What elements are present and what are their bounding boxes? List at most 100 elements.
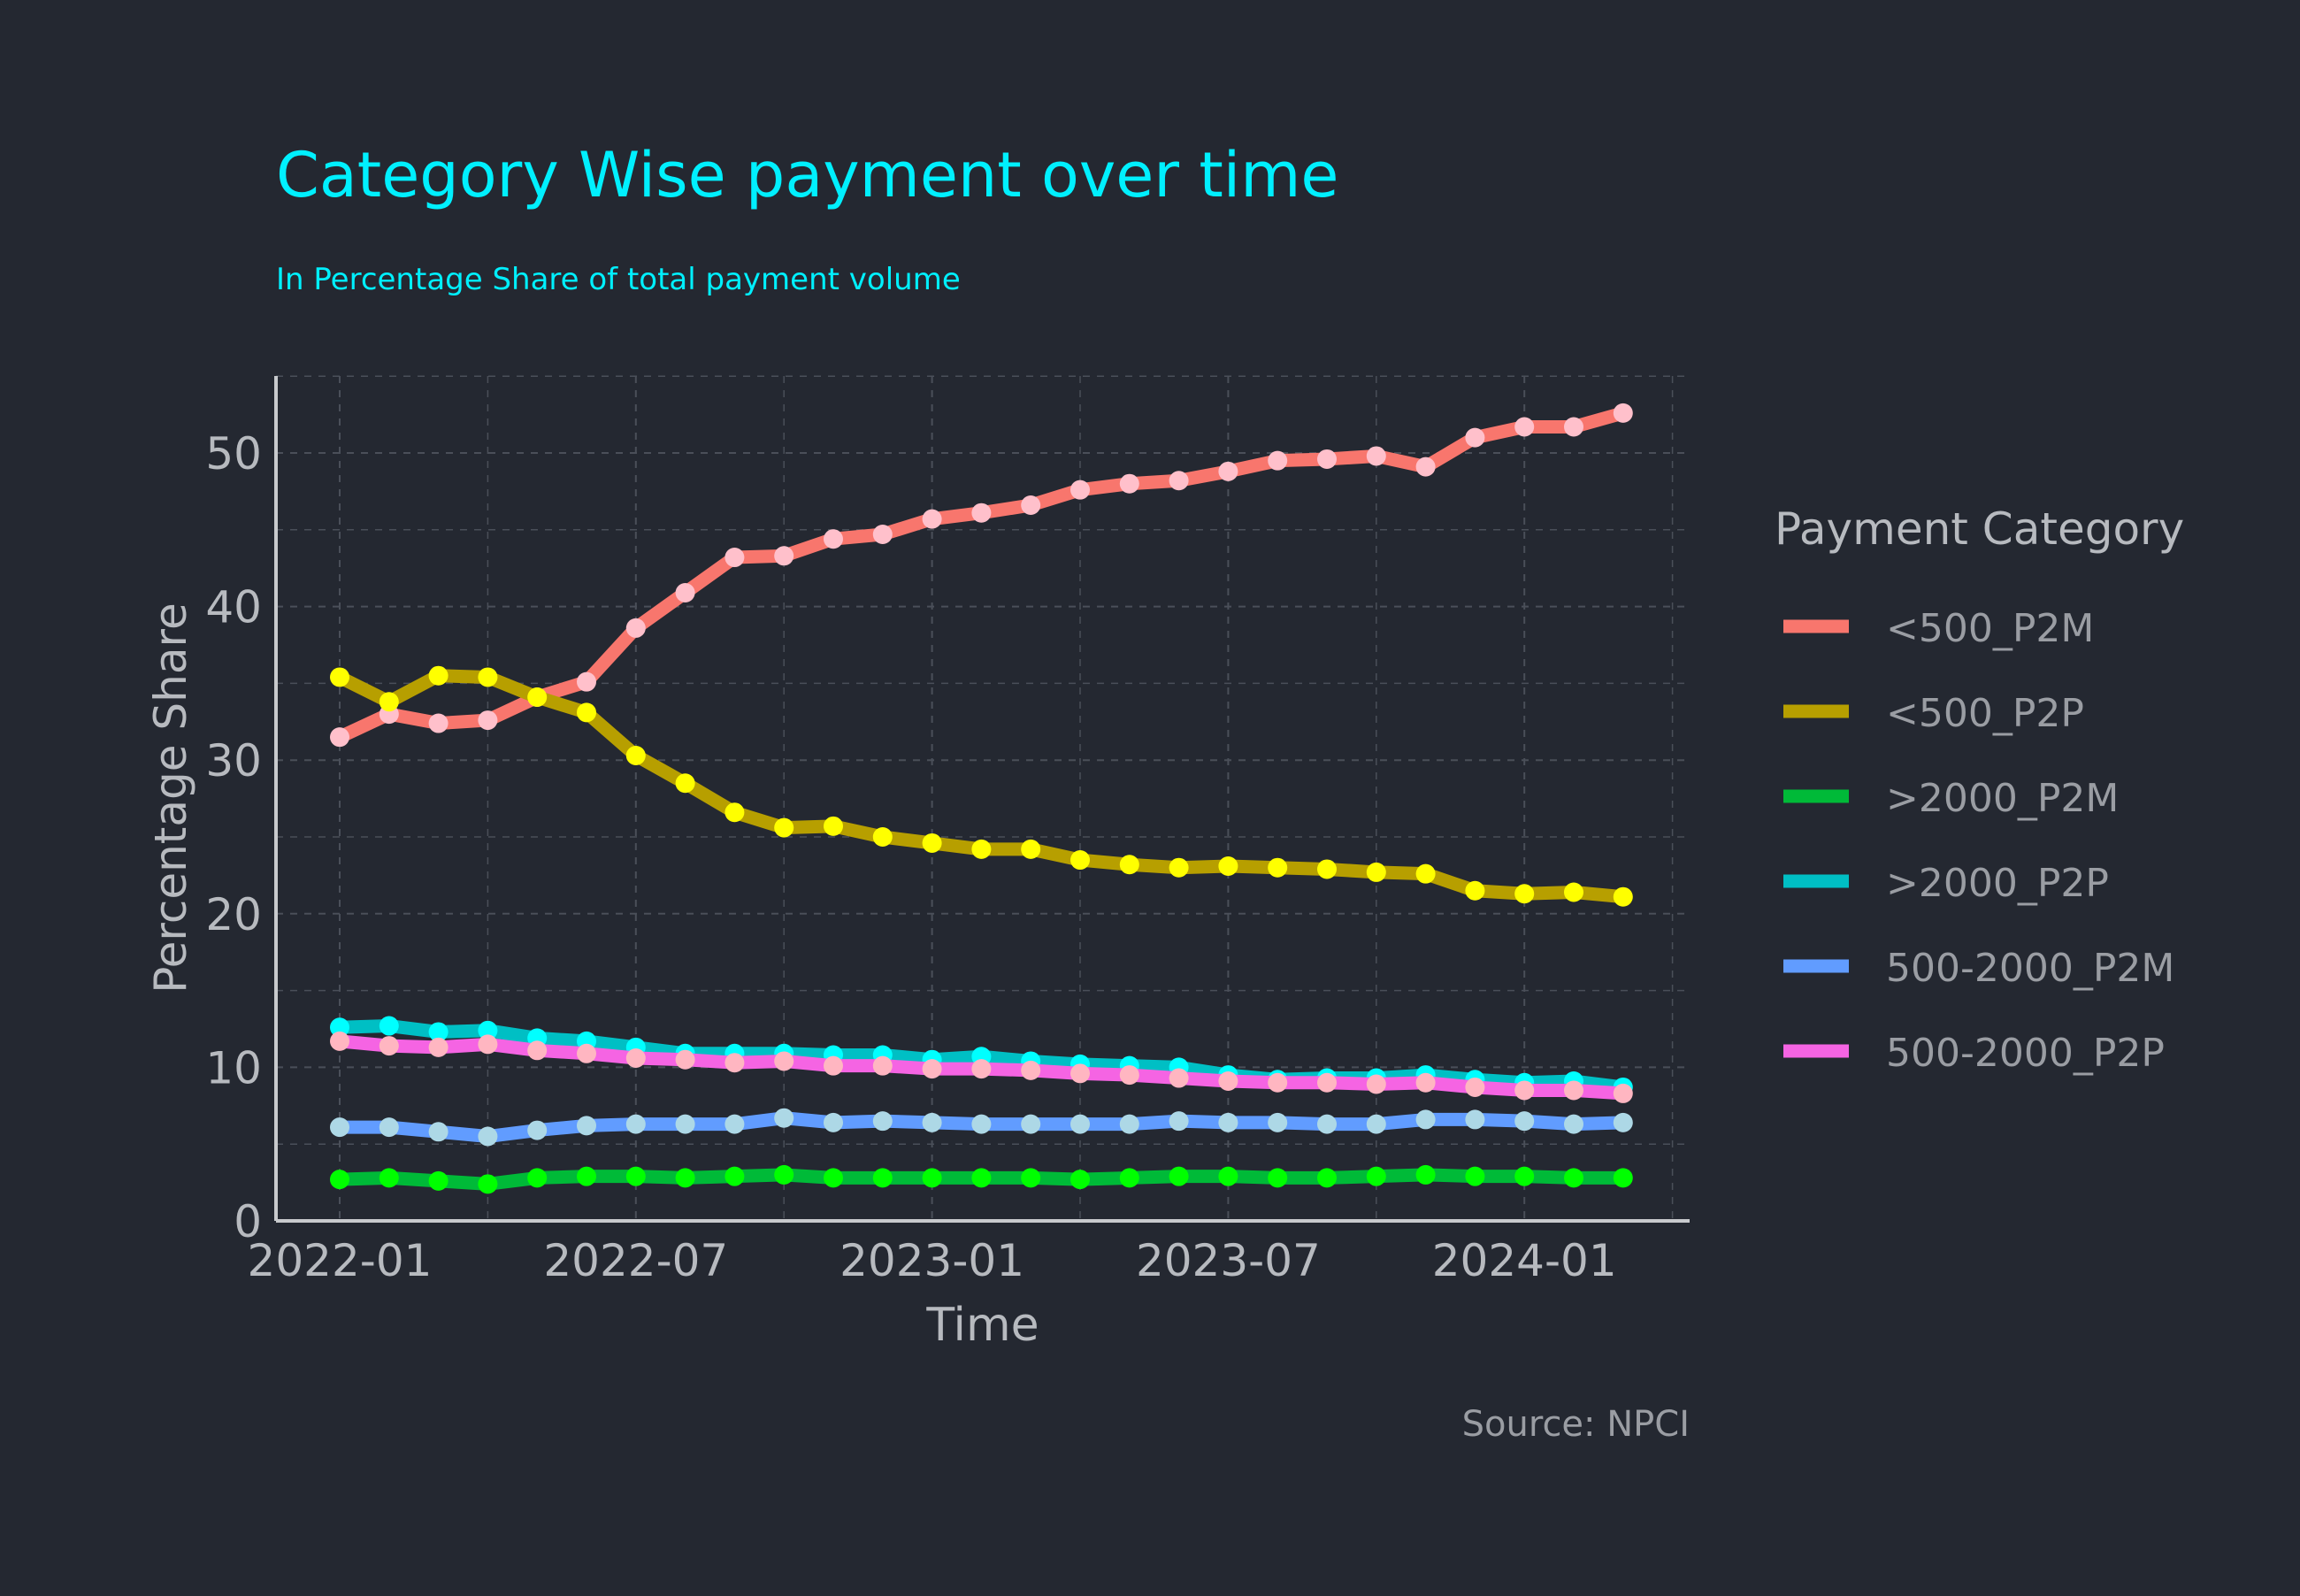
x-tick-label: 2023-07	[1136, 1235, 1321, 1286]
data-point	[1366, 1074, 1386, 1094]
data-point	[922, 833, 942, 853]
data-point	[330, 667, 349, 687]
data-point	[577, 1166, 596, 1186]
data-point	[428, 1037, 448, 1057]
data-point	[824, 1168, 843, 1188]
data-point	[1415, 1109, 1436, 1130]
data-point	[1317, 859, 1337, 879]
data-point	[1218, 856, 1238, 876]
data-point	[625, 745, 646, 765]
data-point	[922, 1059, 942, 1079]
data-point	[428, 1170, 448, 1191]
data-point	[625, 1114, 646, 1134]
data-point	[625, 1047, 646, 1068]
data-point	[922, 509, 942, 529]
data-point	[527, 1120, 548, 1140]
data-point	[1169, 1166, 1189, 1186]
data-point	[1070, 850, 1090, 871]
data-point	[478, 667, 498, 687]
data-point	[625, 1166, 646, 1186]
data-point	[1465, 427, 1485, 448]
data-point	[1021, 1114, 1041, 1134]
data-point	[1070, 480, 1090, 500]
data-point	[478, 1174, 498, 1194]
data-point	[1366, 1166, 1386, 1186]
data-point	[428, 665, 448, 686]
data-point	[774, 1108, 794, 1128]
data-point	[428, 1122, 448, 1142]
data-point	[330, 1117, 349, 1138]
data-point	[1564, 1114, 1583, 1134]
x-tick-label: 2023-01	[840, 1235, 1024, 1286]
data-point	[872, 1055, 893, 1076]
data-point	[527, 1040, 548, 1061]
y-tick-label: 50	[205, 428, 262, 480]
axes	[274, 376, 1690, 1223]
data-point	[675, 1114, 695, 1134]
data-point	[1366, 1114, 1386, 1134]
data-point	[724, 1166, 745, 1186]
data-point	[971, 1114, 992, 1134]
data-point	[724, 1053, 745, 1073]
data-point	[971, 1168, 992, 1188]
data-point	[577, 1116, 596, 1136]
data-point	[872, 1111, 893, 1132]
data-point	[872, 1168, 893, 1188]
data-point	[675, 773, 695, 794]
data-point	[1119, 473, 1139, 494]
chart-subtitle: In Percentage Share of total payment vol…	[276, 262, 961, 297]
series-2	[330, 665, 1633, 907]
x-axis-label: Time	[925, 1299, 1039, 1352]
data-point	[1415, 863, 1436, 884]
data-point	[478, 1020, 498, 1040]
data-point	[1564, 1168, 1583, 1188]
data-point	[1613, 403, 1633, 423]
data-point	[1119, 855, 1139, 875]
data-point	[774, 1164, 794, 1185]
data-point	[1613, 1168, 1633, 1188]
data-point	[824, 1055, 843, 1076]
data-point	[774, 817, 794, 838]
data-point	[724, 802, 745, 823]
data-point	[1021, 495, 1041, 516]
data-point	[625, 618, 646, 638]
data-point	[1465, 1166, 1485, 1186]
data-point	[675, 582, 695, 602]
y-axis-label: Percentage Share	[145, 602, 196, 993]
data-point	[1119, 1065, 1139, 1086]
source-caption: Source: NPCI	[1462, 1404, 1690, 1445]
data-point	[1317, 1168, 1337, 1188]
data-point	[1169, 1068, 1189, 1088]
legend: Payment Category <500_P2M <500_P2P >2000_P…	[1775, 503, 2184, 1076]
data-point	[1119, 1114, 1139, 1134]
data-point	[922, 1112, 942, 1132]
series-6	[330, 1031, 1633, 1103]
x-tick-label: 2022-07	[543, 1235, 728, 1286]
data-point	[1613, 1112, 1633, 1132]
data-point	[577, 1043, 596, 1063]
data-point	[774, 546, 794, 566]
data-point	[1415, 1072, 1436, 1093]
data-point	[1514, 1166, 1535, 1186]
data-point	[1317, 1114, 1337, 1134]
data-point	[1070, 1063, 1090, 1084]
data-point	[1268, 857, 1288, 878]
y-tick-label: 40	[205, 582, 262, 633]
data-point	[824, 529, 843, 549]
data-point	[1465, 1077, 1485, 1097]
data-point	[478, 710, 498, 731]
data-point	[1268, 1112, 1288, 1132]
data-point	[330, 1170, 349, 1190]
data-point	[478, 1034, 498, 1055]
data-point	[1268, 1072, 1288, 1093]
data-point	[1119, 1168, 1139, 1188]
data-point	[1070, 1170, 1090, 1190]
data-point	[1366, 862, 1386, 882]
data-point	[1021, 1168, 1041, 1188]
data-point	[824, 816, 843, 836]
legend-label: <500_P2M	[1886, 606, 2094, 651]
data-point	[379, 1016, 399, 1036]
data-point	[1415, 1164, 1436, 1185]
